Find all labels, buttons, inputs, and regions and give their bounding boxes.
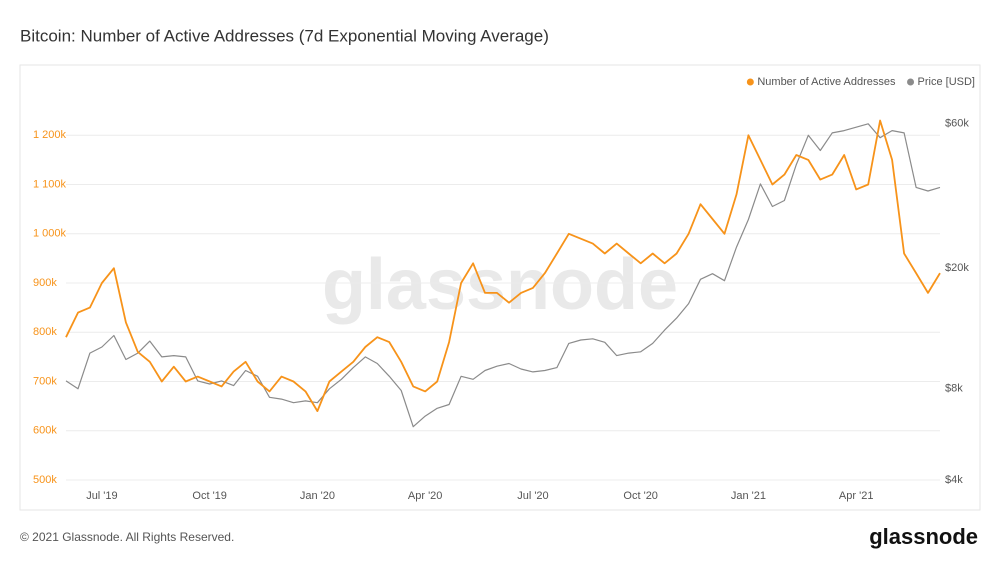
chart-title: Bitcoin: Number of Active Addresses (7d … xyxy=(20,26,549,45)
y-tick-label: 800k xyxy=(33,326,57,338)
y2-tick-label: $8k xyxy=(945,383,963,395)
x-tick-label: Oct '20 xyxy=(623,490,658,502)
x-tick-label: Jul '20 xyxy=(517,490,548,502)
y-tick-label: 1 000k xyxy=(33,228,67,240)
y-tick-label: 600k xyxy=(33,425,57,437)
y-tick-label: 900k xyxy=(33,277,57,289)
x-tick-label: Apr '21 xyxy=(839,490,874,502)
y2-tick-label: $20k xyxy=(945,262,969,274)
y2-tick-label: $60k xyxy=(945,118,969,130)
legend-marker xyxy=(907,78,915,86)
y-tick-label: 1 200k xyxy=(33,129,67,141)
watermark: glassnode xyxy=(322,245,678,325)
x-tick-label: Oct '19 xyxy=(192,490,227,502)
x-tick-label: Apr '20 xyxy=(408,490,443,502)
y2-tick-label: $4k xyxy=(945,474,963,486)
series-line xyxy=(65,123,941,428)
legend-marker xyxy=(746,78,754,86)
chart-frame xyxy=(19,64,981,511)
x-tick-label: Jan '20 xyxy=(300,490,335,502)
x-tick-label: Jan '21 xyxy=(731,490,766,502)
x-tick-label: Jul '19 xyxy=(86,490,117,502)
series-line xyxy=(65,119,941,412)
legend-label: Number of Active Addresses xyxy=(757,76,896,88)
legend-label: Price [USD] xyxy=(918,76,975,88)
footer: © 2021 Glassnode. All Rights Reserved. xyxy=(20,530,234,544)
y-tick-label: 1 100k xyxy=(33,178,67,190)
y-tick-label: 500k xyxy=(33,474,57,486)
y-tick-label: 700k xyxy=(33,375,57,387)
logo: glassnode xyxy=(869,524,978,549)
